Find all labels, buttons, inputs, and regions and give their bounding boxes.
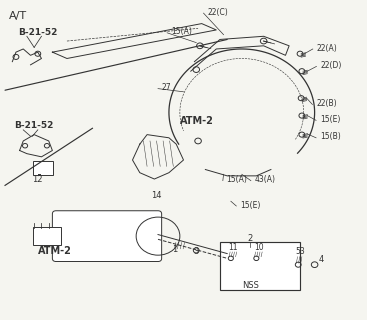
Bar <box>220 243 300 290</box>
Text: 2: 2 <box>247 234 252 243</box>
Text: 22(C): 22(C) <box>207 8 228 17</box>
Text: 22(A): 22(A) <box>316 44 337 52</box>
Text: 4: 4 <box>318 254 324 263</box>
Text: 10: 10 <box>255 244 264 252</box>
Text: 1: 1 <box>172 245 177 254</box>
Text: 15(E): 15(E) <box>320 115 340 124</box>
Text: 15(A): 15(A) <box>226 175 247 184</box>
Text: 22(B): 22(B) <box>316 99 337 108</box>
Text: 15(E): 15(E) <box>240 201 260 210</box>
Text: 14: 14 <box>151 191 161 200</box>
Text: 22(D): 22(D) <box>320 61 341 70</box>
FancyBboxPatch shape <box>52 211 161 261</box>
Text: 43(A): 43(A) <box>255 175 276 184</box>
Text: B-21-52: B-21-52 <box>18 28 58 37</box>
Text: 3: 3 <box>193 247 199 256</box>
Text: NSS: NSS <box>243 282 259 291</box>
FancyBboxPatch shape <box>33 227 61 245</box>
Text: A/T: A/T <box>9 11 27 21</box>
Text: ATM-2: ATM-2 <box>38 245 72 256</box>
Text: 27: 27 <box>161 83 171 92</box>
FancyBboxPatch shape <box>33 161 53 175</box>
Text: 11: 11 <box>228 244 237 252</box>
Text: 15(B): 15(B) <box>320 132 341 141</box>
Text: 12: 12 <box>32 175 43 184</box>
Text: B-21-52: B-21-52 <box>14 121 54 130</box>
Text: 15(A): 15(A) <box>171 28 192 36</box>
Text: ATM-2: ATM-2 <box>180 116 214 125</box>
Text: 53: 53 <box>296 247 305 256</box>
